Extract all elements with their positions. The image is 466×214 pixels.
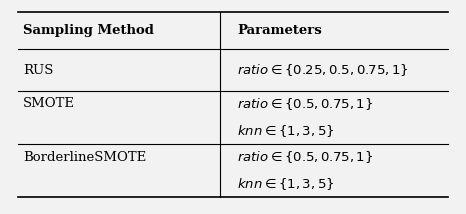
Text: $knn \in \{1, 3, 5\}$: $knn \in \{1, 3, 5\}$ (238, 123, 335, 139)
Text: $ratio \in \{0.25, 0.5, 0.75, 1\}$: $ratio \in \{0.25, 0.5, 0.75, 1\}$ (238, 62, 409, 78)
Text: Sampling Method: Sampling Method (23, 24, 154, 37)
Text: $knn \in \{1, 3, 5\}$: $knn \in \{1, 3, 5\}$ (238, 176, 335, 192)
Text: RUS: RUS (23, 64, 53, 77)
Text: $ratio \in \{0.5, 0.75, 1\}$: $ratio \in \{0.5, 0.75, 1\}$ (238, 96, 374, 112)
Text: BorderlineSMOTE: BorderlineSMOTE (23, 151, 146, 164)
Text: SMOTE: SMOTE (23, 97, 75, 110)
Text: $ratio \in \{0.5, 0.75, 1\}$: $ratio \in \{0.5, 0.75, 1\}$ (238, 149, 374, 165)
Text: Parameters: Parameters (238, 24, 322, 37)
